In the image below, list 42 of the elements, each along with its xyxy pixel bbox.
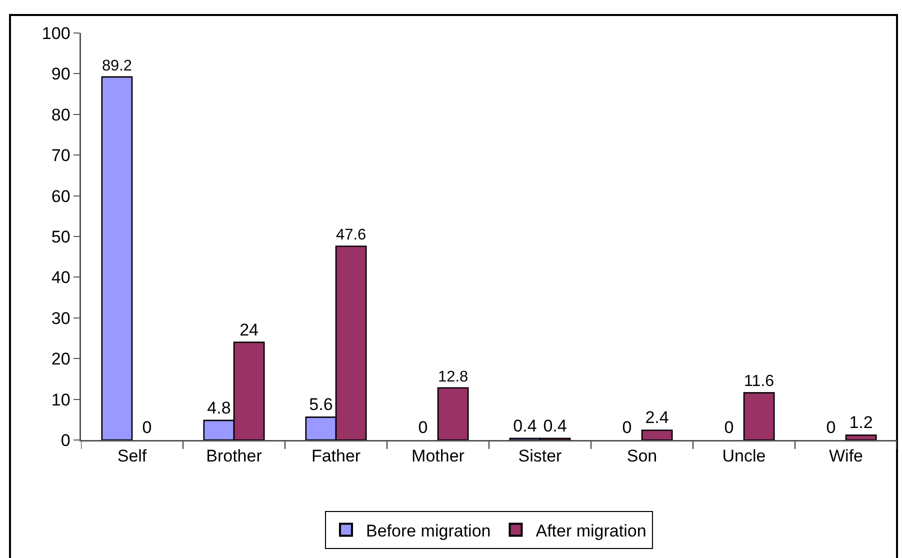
y-tick-label: 80: [51, 105, 70, 124]
bar: [437, 387, 469, 440]
legend-label: After migration: [536, 521, 646, 540]
data-label: 12.8: [438, 368, 468, 386]
data-label: 0.4: [543, 416, 567, 436]
y-tick-label: 50: [51, 227, 70, 246]
y-tick-label: 30: [51, 308, 70, 328]
x-tick-label: Wife: [829, 446, 863, 466]
x-tick-label: Mother: [412, 446, 465, 466]
data-label: 0: [622, 418, 632, 437]
data-label: 0.4: [513, 416, 537, 436]
y-tick-label: 70: [51, 146, 70, 166]
data-label: 4.8: [207, 398, 231, 418]
y-tick-label: 20: [51, 350, 70, 369]
data-label: 0: [724, 418, 734, 437]
x-tick-label: Sister: [518, 446, 562, 466]
data-label: 0: [826, 418, 836, 437]
x-tick-label: Brother: [206, 446, 262, 466]
x-tick-label: Self: [117, 446, 147, 466]
y-tick-label: 10: [51, 390, 70, 410]
y-tick-label: 90: [51, 64, 70, 84]
y-tick-label: 60: [51, 186, 70, 206]
bar: [743, 392, 775, 440]
data-label: 1.2: [849, 413, 873, 432]
data-label: 11.6: [744, 372, 774, 390]
bar: [101, 76, 133, 440]
bar: [641, 430, 673, 440]
x-tick-label: Uncle: [722, 446, 766, 466]
x-tick-label: Son: [626, 446, 658, 466]
data-label: 24: [240, 320, 259, 340]
data-label: 0: [142, 418, 152, 437]
x-tick-label: Father: [311, 446, 361, 466]
data-label: 47.6: [336, 226, 366, 244]
y-tick-label: 40: [51, 268, 70, 288]
data-label: 0: [418, 418, 428, 437]
data-label: 5.6: [309, 395, 333, 414]
y-tick-label: 100: [42, 24, 70, 43]
data-label: 2.4: [645, 408, 669, 428]
data-label: 89.2: [102, 57, 132, 74]
legend-label: Before migration: [366, 521, 491, 540]
bar: [845, 434, 877, 440]
y-tick-label: 0: [60, 430, 70, 450]
